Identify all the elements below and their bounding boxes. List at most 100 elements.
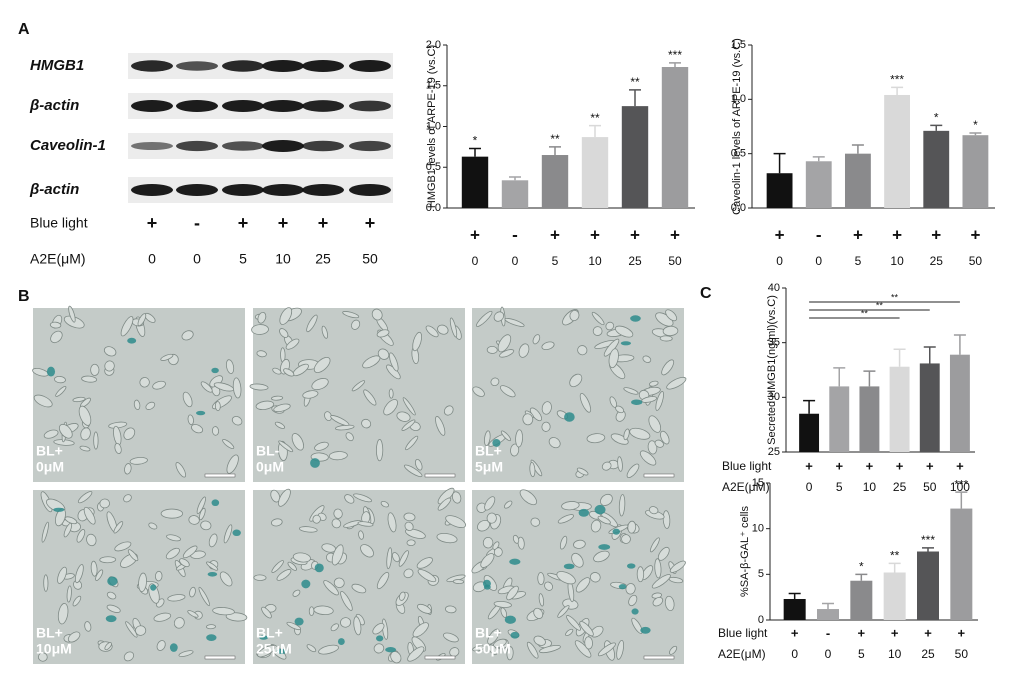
cell — [340, 617, 352, 628]
bar — [884, 94, 911, 208]
cell — [200, 520, 212, 531]
cell — [79, 445, 91, 452]
cell — [358, 530, 364, 540]
blue-light-sign: + — [805, 458, 813, 473]
bar — [661, 67, 689, 208]
cell — [403, 568, 414, 579]
cell — [124, 463, 132, 475]
error-bar — [833, 367, 846, 387]
x-tick-label: 50 — [955, 647, 969, 661]
cell — [261, 606, 272, 619]
y-tick-label: 15 — [752, 477, 764, 489]
cell — [500, 607, 508, 618]
scale-bar — [643, 473, 675, 478]
stained-cell — [482, 579, 491, 588]
cell — [214, 401, 221, 412]
cell — [351, 583, 367, 594]
cell — [50, 330, 63, 344]
stained-cell — [492, 439, 501, 447]
cell — [93, 431, 99, 450]
cell — [362, 355, 381, 369]
stained-cell — [620, 341, 632, 346]
condition-value: + — [147, 213, 158, 233]
cell — [417, 603, 432, 614]
cell — [519, 489, 538, 506]
row-label: A2E(μM) — [718, 647, 766, 661]
stained-cell — [631, 608, 639, 615]
x-tick-label: 0 — [791, 647, 798, 661]
micrograph-label: BL+ — [475, 443, 502, 459]
bar — [817, 609, 839, 620]
error-bar — [893, 348, 906, 367]
cell — [577, 345, 588, 356]
blue-light-sign: + — [924, 625, 932, 640]
cell — [67, 631, 81, 643]
cell — [493, 311, 505, 322]
bar — [962, 135, 989, 208]
blot-band — [262, 60, 304, 72]
significance-label: * — [934, 111, 939, 125]
cell — [499, 349, 515, 358]
stained-cell — [631, 399, 643, 405]
stained-cell — [150, 584, 157, 591]
x-tick-label: 5 — [855, 254, 862, 268]
condition-value: + — [318, 213, 329, 233]
error-bar — [953, 334, 966, 355]
error-bar — [788, 592, 801, 599]
cell — [145, 401, 156, 410]
cell — [605, 321, 615, 331]
cell — [631, 617, 643, 634]
blue-light-sign: + — [866, 458, 874, 473]
cell — [189, 586, 196, 598]
cell — [270, 518, 283, 527]
y-axis-label: HMGB1 levels of ARPE-19 (vs.C) — [426, 45, 438, 208]
cell — [403, 512, 416, 522]
cell — [139, 377, 150, 388]
stained-cell — [598, 544, 611, 550]
cell — [497, 334, 512, 353]
cell — [182, 545, 198, 559]
cell — [669, 645, 678, 655]
bar — [541, 155, 569, 208]
cell — [629, 427, 651, 440]
blot-band — [176, 140, 218, 152]
cell — [510, 443, 520, 457]
y-tick-label: 25 — [768, 446, 780, 458]
cell — [114, 442, 122, 455]
error-bar — [773, 152, 786, 174]
condition-value: + — [278, 213, 289, 233]
cell — [312, 514, 321, 524]
cell — [167, 594, 186, 602]
cell — [373, 643, 385, 654]
cell — [597, 642, 616, 657]
cell — [283, 368, 295, 377]
cell — [398, 550, 409, 567]
cell — [74, 564, 84, 584]
cell — [271, 560, 284, 573]
cell — [530, 517, 541, 527]
cell — [548, 437, 561, 449]
cell — [55, 386, 67, 397]
cell — [584, 636, 593, 650]
cell — [72, 396, 86, 403]
cell — [208, 533, 218, 548]
y-axis-label: %SA-β-GAL⁺ cells — [739, 506, 751, 597]
cell — [298, 526, 318, 533]
row-label: Blue light — [718, 626, 768, 640]
cell — [615, 405, 625, 414]
cell — [198, 586, 210, 607]
cell — [273, 403, 291, 413]
blue-light-sign: + — [630, 225, 640, 244]
cell — [586, 433, 606, 444]
micrograph-label: 50μM — [475, 641, 511, 657]
x-tick-label: 50 — [969, 254, 983, 268]
cell — [396, 411, 411, 422]
y-tick-label: 1.0 — [426, 120, 441, 132]
cell — [353, 493, 372, 503]
x-tick-label: 0 — [815, 254, 822, 268]
cell — [437, 324, 449, 335]
cell — [63, 522, 73, 538]
blue-light-sign: + — [550, 225, 560, 244]
cell — [103, 346, 117, 357]
